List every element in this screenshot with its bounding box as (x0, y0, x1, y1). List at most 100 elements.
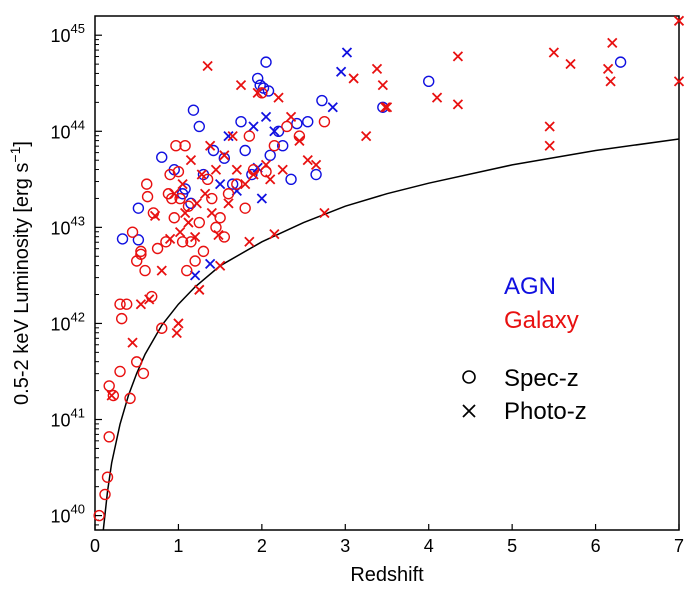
legend-photo-z-marker (462, 404, 476, 418)
point-galaxy-photo-z (294, 135, 305, 147)
point-galaxy-photo-z (213, 229, 224, 241)
point-galaxy-photo-z (602, 63, 614, 74)
point-agn-spec-z (179, 183, 191, 195)
y-tick-label: 1043 (51, 213, 86, 238)
point-galaxy-photo-z (310, 159, 322, 171)
x-tick-label: 6 (591, 536, 601, 556)
point-galaxy-spec-z (210, 221, 222, 234)
legend-spec-z-marker (462, 370, 476, 384)
point-galaxy-spec-z (124, 392, 136, 405)
x-tick-label: 3 (340, 536, 350, 556)
point-galaxy-photo-z (285, 111, 297, 123)
point-agn-spec-z (302, 115, 314, 128)
point-galaxy-photo-z (144, 294, 155, 305)
point-agn-spec-z (260, 56, 272, 68)
point-galaxy-spec-z (166, 192, 178, 205)
point-galaxy-spec-z (121, 298, 133, 310)
point-galaxy-photo-z (185, 154, 197, 166)
point-agn-spec-z (239, 144, 251, 157)
y-axis-title-main: 0.5-2 keV Luminosity [erg s (11, 163, 33, 405)
point-galaxy-spec-z (114, 298, 126, 310)
point-galaxy-photo-z (223, 198, 234, 209)
y-tick-label: 1040 (51, 502, 86, 527)
point-galaxy-spec-z (281, 120, 293, 133)
point-agn-photo-z (335, 66, 347, 77)
point-agn-photo-z (256, 193, 267, 204)
point-galaxy-spec-z (176, 236, 189, 248)
point-galaxy-spec-z (114, 365, 126, 378)
point-agn-photo-z (204, 258, 216, 270)
point-galaxy-photo-z (177, 178, 188, 190)
point-galaxy-photo-z (377, 80, 388, 91)
point-agn-spec-z (218, 152, 231, 164)
point-galaxy-spec-z (99, 488, 111, 501)
point-galaxy-spec-z (243, 130, 256, 142)
point-galaxy-spec-z (222, 188, 235, 200)
point-galaxy-spec-z (268, 140, 281, 152)
point-galaxy-spec-z (139, 264, 151, 277)
point-galaxy-photo-z (277, 164, 288, 175)
x-tick-label: 4 (424, 536, 434, 556)
point-galaxy-spec-z (115, 312, 128, 325)
point-galaxy-photo-z (565, 58, 576, 70)
point-galaxy-photo-z (171, 327, 182, 339)
point-galaxy-photo-z (202, 60, 213, 72)
point-galaxy-photo-z (240, 178, 251, 190)
point-galaxy-photo-z (196, 169, 207, 180)
point-agn-spec-z (316, 94, 328, 107)
point-galaxy-spec-z (179, 140, 191, 152)
point-galaxy-photo-z (452, 99, 464, 110)
point-galaxy-spec-z (131, 356, 143, 368)
point-galaxy-spec-z (135, 245, 147, 258)
point-galaxy-photo-z (231, 164, 242, 175)
point-galaxy-photo-z (199, 188, 211, 199)
point-galaxy-photo-z (227, 130, 238, 142)
point-agn-spec-z (423, 75, 435, 88)
point-agn-spec-z (116, 233, 129, 245)
point-agn-spec-z (187, 104, 200, 116)
point-agn-photo-z (269, 126, 280, 137)
point-galaxy-spec-z (181, 264, 193, 277)
point-agn-spec-z (277, 140, 289, 152)
point-galaxy-photo-z (380, 102, 391, 113)
legend-agn: AGN (504, 273, 556, 300)
point-galaxy-spec-z (206, 192, 218, 205)
point-agn-spec-z (226, 178, 239, 190)
point-galaxy-photo-z (269, 228, 280, 240)
point-galaxy-spec-z (193, 216, 205, 229)
point-agn-photo-z (215, 178, 226, 190)
point-galaxy-photo-z (244, 236, 255, 247)
point-galaxy-photo-z (106, 390, 117, 401)
y-tick-label: 1044 (51, 117, 86, 142)
point-galaxy-photo-z (544, 140, 555, 151)
point-galaxy-spec-z (214, 212, 226, 224)
legend-galaxy: Galaxy (504, 307, 579, 334)
point-galaxy-photo-z (206, 207, 217, 219)
point-galaxy-spec-z (201, 173, 214, 186)
point-galaxy-spec-z (156, 322, 168, 334)
x-tick-label: 1 (173, 536, 183, 556)
point-galaxy-photo-z (127, 337, 138, 348)
point-galaxy-spec-z (172, 165, 185, 178)
point-galaxy-spec-z (137, 367, 150, 380)
point-galaxy-spec-z (293, 130, 306, 142)
point-galaxy-spec-z (168, 212, 180, 224)
point-galaxy-photo-z (605, 76, 616, 87)
point-agn-photo-z (223, 130, 234, 142)
point-agn-spec-z (156, 151, 168, 163)
point-galaxy-photo-z (371, 63, 383, 74)
point-agn-spec-z (310, 168, 322, 181)
point-agn-spec-z (285, 173, 297, 186)
point-agn-photo-z (260, 111, 272, 123)
point-galaxy-photo-z (191, 198, 202, 209)
point-galaxy-photo-z (219, 150, 230, 161)
point-galaxy-photo-z (252, 87, 263, 98)
point-galaxy-spec-z (189, 255, 201, 267)
x-tick-label: 2 (257, 536, 267, 556)
x-axis-ticks: 0 1 2 3 4 5 6 7 (90, 524, 684, 556)
point-galaxy-photo-z (174, 227, 186, 238)
point-agn-spec-z (614, 56, 627, 68)
y-tick-label: 1041 (51, 406, 86, 431)
limit-curve (102, 138, 680, 531)
point-galaxy-spec-z (160, 236, 172, 248)
